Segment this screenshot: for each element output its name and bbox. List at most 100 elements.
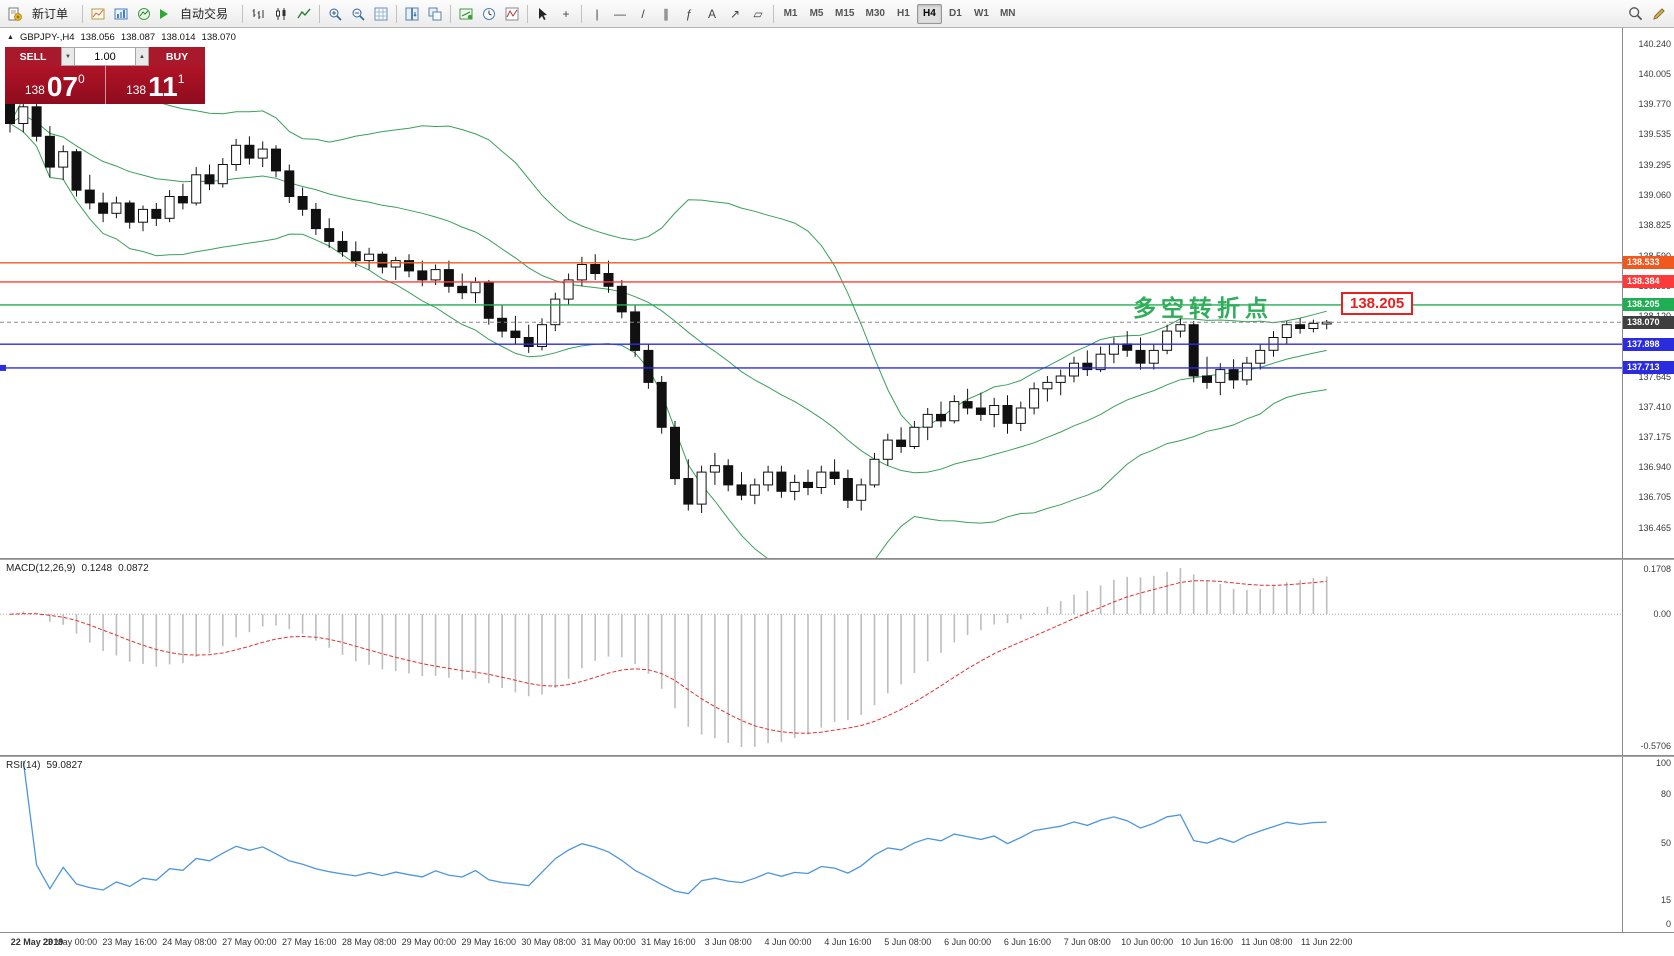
buy-price-button[interactable]: 138 11 1: [106, 66, 206, 104]
axis-tick-label: 0.00: [1653, 609, 1671, 620]
volume-decrease-button[interactable]: ▼: [61, 47, 75, 66]
trendline-button[interactable]: /: [632, 3, 654, 25]
timeframe-h4-button[interactable]: H4: [916, 3, 942, 24]
templates-button[interactable]: [455, 3, 477, 25]
shapes-tool-button[interactable]: ▱: [747, 3, 769, 25]
candlestick-chart-icon: [276, 7, 286, 20]
axis-tick-label: 15: [1660, 894, 1671, 905]
grid-button[interactable]: [370, 3, 392, 25]
bar-chart-button[interactable]: [247, 3, 269, 25]
timeframe-m1-button[interactable]: M1: [783, 8, 798, 19]
new-order-button[interactable]: 新订单: [4, 3, 78, 25]
main-chart-panel[interactable]: ▲ GBPJPY-,H4 138.056 138.087 138.014 138…: [0, 28, 1674, 558]
timeframe-mn-button[interactable]: MN: [999, 8, 1016, 19]
cursor-button[interactable]: [532, 3, 554, 25]
auto-trading-label: 自动交易: [180, 7, 229, 21]
zoom-in-button[interactable]: [324, 3, 346, 25]
axis-tick-label: 138.590: [1638, 251, 1671, 261]
volume-increase-button[interactable]: ▲: [135, 47, 149, 66]
volume-input[interactable]: [75, 47, 135, 66]
axis-tick-label: 136.940: [1638, 461, 1671, 472]
time-tick-label: 27 May 00:00: [222, 937, 277, 947]
price-tag[interactable]: 138.205: [1341, 291, 1414, 315]
macd-panel[interactable]: MACD(12,26,9) 0.1248 0.0872 0.1708 0.00 -0…: [0, 560, 1674, 755]
rsi-line[interactable]: [22, 760, 1327, 895]
line-chart-button[interactable]: [293, 3, 315, 25]
axis-tick-label: -0.5706: [1640, 741, 1671, 751]
main-chart-canvas[interactable]: [0, 28, 1622, 558]
macd-canvas[interactable]: [0, 560, 1622, 755]
rsi-canvas[interactable]: [0, 757, 1622, 932]
bollinger-bands[interactable]: [9, 88, 1327, 558]
buy-button[interactable]: BUY: [149, 47, 205, 66]
cascade-windows-button[interactable]: [424, 3, 446, 25]
rsi-panel[interactable]: RSI(14) 59.0827 100 80 50 15 0: [0, 757, 1674, 932]
candlestick-chart-button[interactable]: [270, 3, 292, 25]
auto-trading-button[interactable]: 自动交易: [156, 3, 238, 25]
macd-histogram[interactable]: [10, 568, 1328, 747]
fibonacci-button[interactable]: ƒ: [678, 3, 700, 25]
zoom-in-icon: [329, 8, 342, 21]
axis-tick-label: 140.240: [1638, 39, 1671, 50]
time-axis[interactable]: 22 May 2019 23 May 00:00 23 May 16:00 24 Ma…: [0, 932, 1674, 954]
search-button[interactable]: [1624, 3, 1647, 25]
toolbar-separator: [319, 4, 321, 23]
sell-price-button[interactable]: 138 07 0: [5, 66, 105, 104]
timeframe-h1-button[interactable]: H1: [897, 8, 910, 19]
text-tool-button[interactable]: A: [701, 3, 723, 25]
indicators-icon: [138, 7, 151, 20]
time-tick-label: 23 May 16:00: [102, 937, 157, 947]
time-tick-label: 29 May 16:00: [461, 937, 517, 947]
tile-windows-button[interactable]: [401, 3, 423, 25]
timeframe-m30-button[interactable]: M30: [865, 8, 885, 19]
timeframe-m15-button[interactable]: M15: [835, 8, 855, 19]
new-chart-icon: [91, 8, 105, 19]
profiles-button[interactable]: [110, 3, 132, 25]
line-handle[interactable]: [0, 364, 6, 371]
vertical-line-button[interactable]: |: [586, 3, 608, 25]
edit-button[interactable]: [1648, 3, 1670, 25]
macd-label-row: MACD(12,26,9) 0.1248 0.0872: [6, 563, 149, 574]
horizontal-line-button[interactable]: —: [609, 3, 631, 25]
price-level-chip: 138.384: [1623, 275, 1674, 289]
period-clock-button[interactable]: [478, 3, 500, 25]
time-tick-label: 7 Jun 08:00: [1063, 937, 1111, 947]
toolbar-separator: [82, 4, 84, 23]
macd-label: MACD(12,26,9): [6, 563, 76, 574]
indicator-list-button[interactable]: [501, 3, 523, 25]
crosshair-button[interactable]: +: [555, 3, 577, 25]
indicators-button[interactable]: [133, 3, 155, 25]
macd-signal-line[interactable]: [9, 580, 1327, 734]
timeframe-m5-button[interactable]: M5: [809, 8, 824, 19]
new-chart-button[interactable]: [87, 3, 109, 25]
channel-icon: ∥: [663, 6, 670, 21]
macd-axis[interactable]: 0.1708 0.00 -0.5706: [1622, 560, 1674, 755]
price-axis[interactable]: 140.240 140.005 139.770 139.535 139.295 139.0…: [1622, 28, 1674, 558]
time-tick-label: 24 May 08:00: [162, 937, 217, 947]
axis-tick-label: 136.705: [1638, 492, 1671, 503]
sell-button[interactable]: SELL: [5, 47, 61, 66]
zoom-out-button[interactable]: [347, 3, 369, 25]
rsi-axis[interactable]: 100 80 50 15 0: [1622, 757, 1674, 932]
time-tick-label: 29 May 00:00: [401, 937, 457, 947]
candlestick-series[interactable]: [5, 78, 1332, 514]
arrows-tool-button[interactable]: ↗: [724, 3, 746, 25]
tile-windows-icon: [405, 7, 419, 20]
timeframe-d1-button[interactable]: D1: [949, 8, 962, 19]
price-level-chip: 138.533: [1623, 256, 1674, 270]
panel-splitter[interactable]: [0, 755, 1674, 757]
axis-tick-label: 139.295: [1638, 160, 1671, 171]
panel-splitter[interactable]: [0, 558, 1674, 560]
time-tick-label: 30 May 08:00: [521, 937, 576, 947]
time-tick-label: 6 Jun 16:00: [1003, 937, 1051, 947]
chart-annotation-text[interactable]: 多空转折点: [1133, 294, 1273, 321]
timeframe-w1-button[interactable]: W1: [973, 8, 989, 19]
time-tick-label: 3 Jun 08:00: [704, 937, 752, 947]
macd-main-value: 0.1248: [81, 563, 113, 574]
grid-icon: [374, 7, 388, 20]
equidistant-channel-button[interactable]: ∥: [655, 3, 677, 25]
sell-price-big: 07: [46, 71, 78, 102]
bar-chart-icon: [252, 8, 264, 19]
text-tool-icon: A: [708, 6, 717, 21]
trade-panel-top-row: SELL ▼ ▲ BUY: [5, 47, 205, 66]
